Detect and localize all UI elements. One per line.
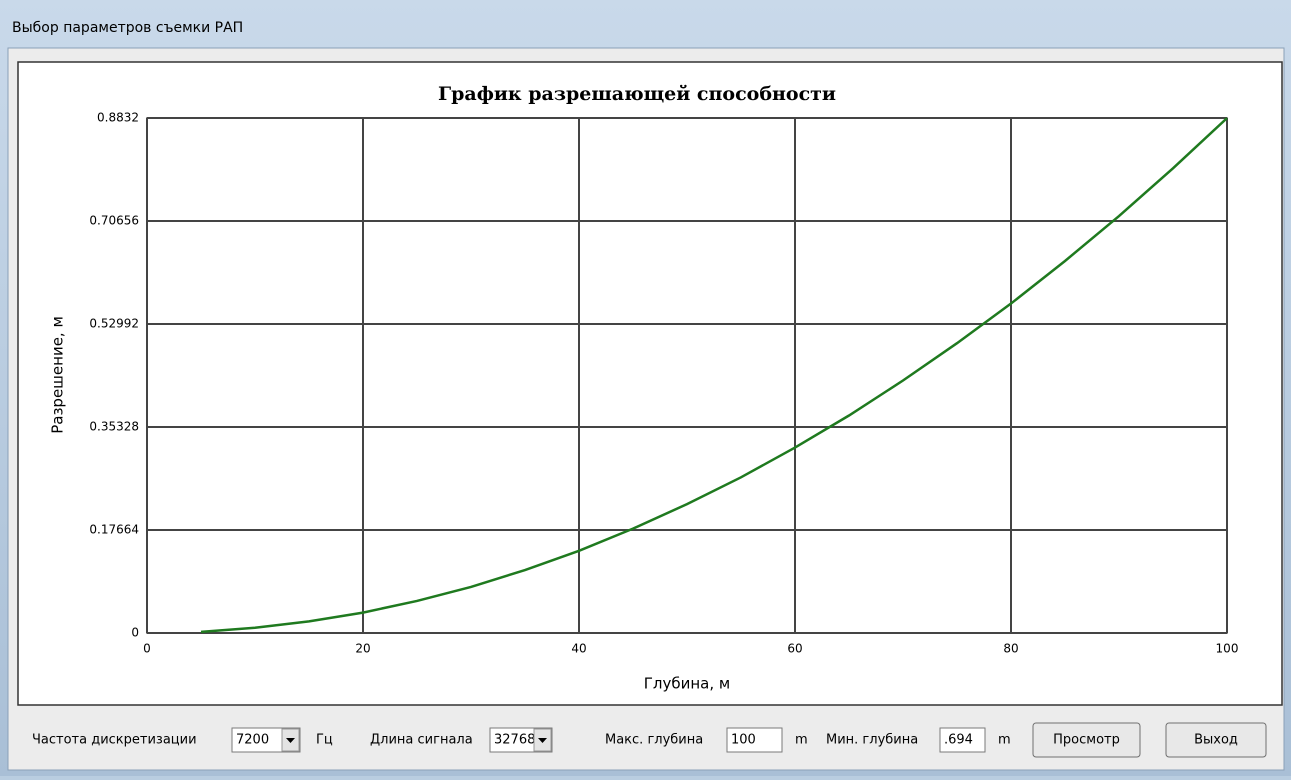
x-tick-label: 80 <box>1003 642 1018 656</box>
y-tick-label: 0.35328 <box>89 420 139 434</box>
control-label: m <box>795 733 808 748</box>
control-label: m <box>998 733 1011 748</box>
controls: Частота дискретизации 7200 Гц Длина сигнала… <box>32 722 1267 758</box>
button-label: Просмотр <box>1053 733 1120 748</box>
text-input-value: .694 <box>944 733 973 748</box>
x-axis-label: Глубина, м <box>644 675 730 693</box>
control-label: Длина сигнала <box>370 733 473 748</box>
x-tick-label: 20 <box>355 642 370 656</box>
data-line <box>200 117 1228 634</box>
y-tick-label: 0.17664 <box>89 523 139 537</box>
x-tick-label: 0 <box>143 642 151 656</box>
control-label: Частота дискретизации <box>32 733 197 748</box>
y-tick-label: 0 <box>131 626 139 640</box>
chart-title: График разрешающей способности <box>438 83 836 105</box>
y-tick-label: 0.70656 <box>89 214 139 228</box>
button-label: Выход <box>1194 733 1238 748</box>
x-tick-label: 100 <box>1216 642 1239 656</box>
dropdown-arrow <box>538 738 547 743</box>
button[interactable] <box>1165 722 1267 758</box>
control-label: Макс. глубина <box>605 733 703 748</box>
control-label: Мин. глубина <box>826 733 918 748</box>
x-tick-label: 40 <box>571 642 586 656</box>
x-tick-label: 60 <box>787 642 802 656</box>
text-input[interactable] <box>939 727 986 753</box>
window-title: Выбор параметров съемки РАП <box>12 20 243 36</box>
combobox-value: 7200 <box>236 733 269 748</box>
plot-area <box>146 117 1228 634</box>
button[interactable] <box>1032 722 1141 758</box>
control-label: Гц <box>316 733 333 748</box>
dropdown-arrow <box>286 738 295 743</box>
text-input[interactable] <box>726 727 783 753</box>
y-tick-label: 0.8832 <box>97 111 139 125</box>
text-input-value: 100 <box>731 733 756 748</box>
y-axis-label: Разрешение, м <box>49 316 67 434</box>
combobox-value: 32768 <box>494 733 535 748</box>
y-tick-label: 0.52992 <box>89 317 139 331</box>
plot: 0 0.17664 0.35328 0.52992 0.70656 0.8832 0 20 40… <box>89 111 1238 656</box>
